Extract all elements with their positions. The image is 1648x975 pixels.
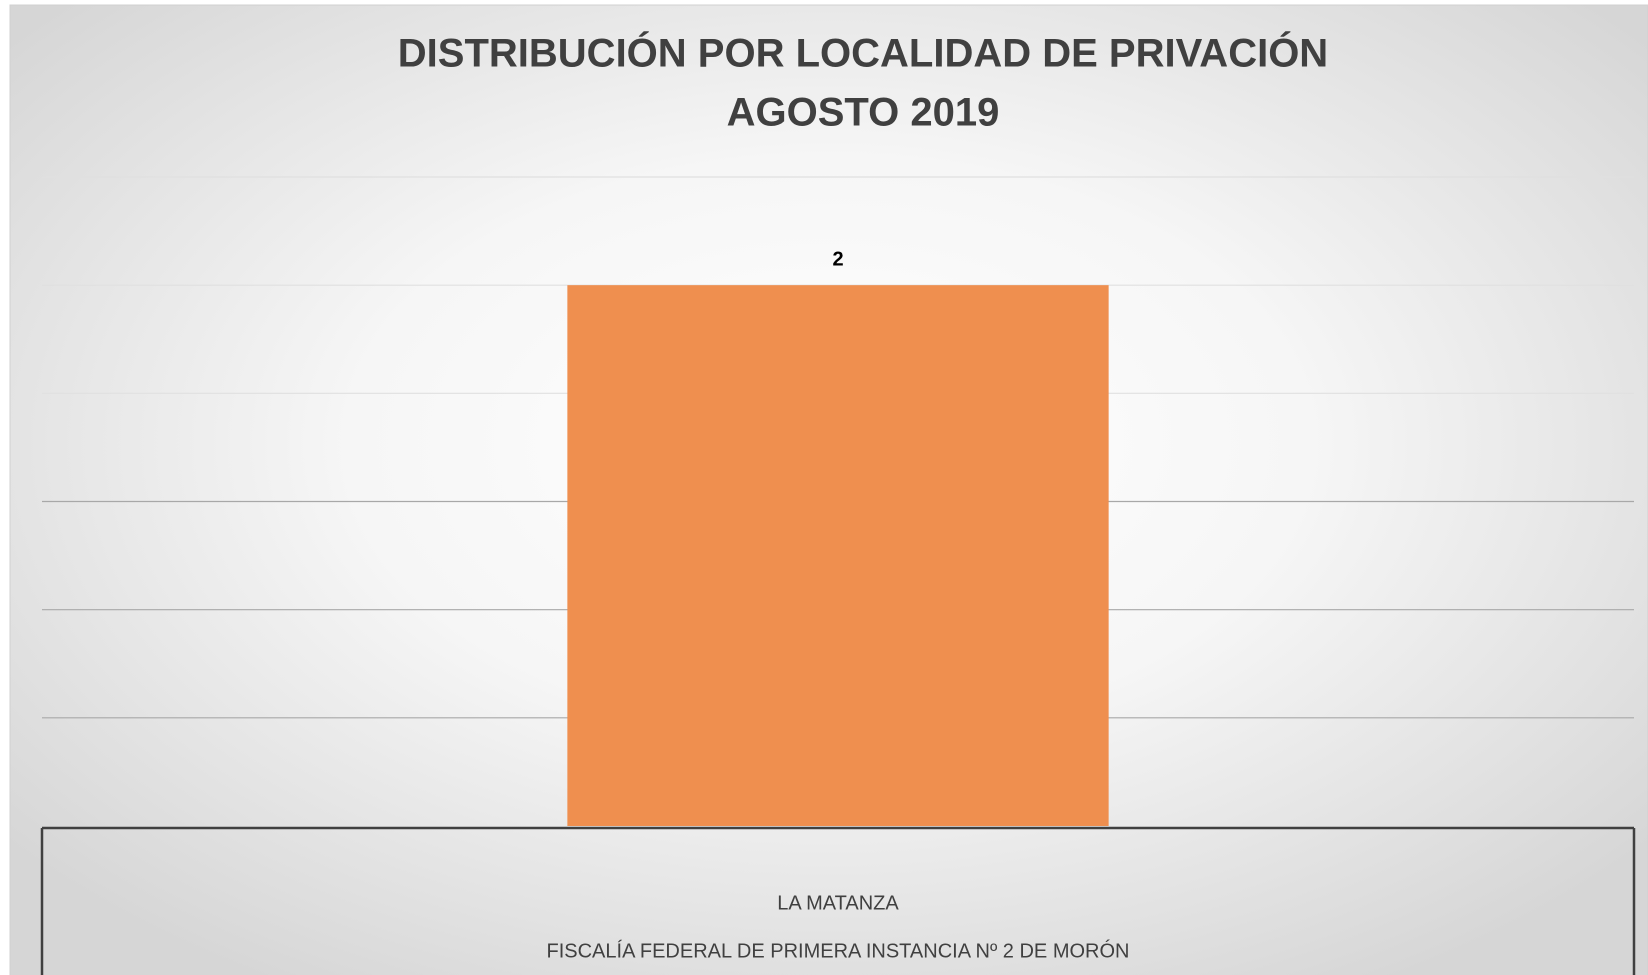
x-tick-label: LA MATANZA [777,892,899,914]
x-group-label: FISCALÍA FEDERAL DE PRIMERA INSTANCIA Nº… [547,939,1130,962]
chart-title: DISTRIBUCIÓN POR LOCALIDAD DE PRIVACIÓN [398,30,1328,76]
chart-subtitle: AGOSTO 2019 [727,91,1000,135]
bar [567,285,1109,827]
data-label: 2 [832,248,843,270]
